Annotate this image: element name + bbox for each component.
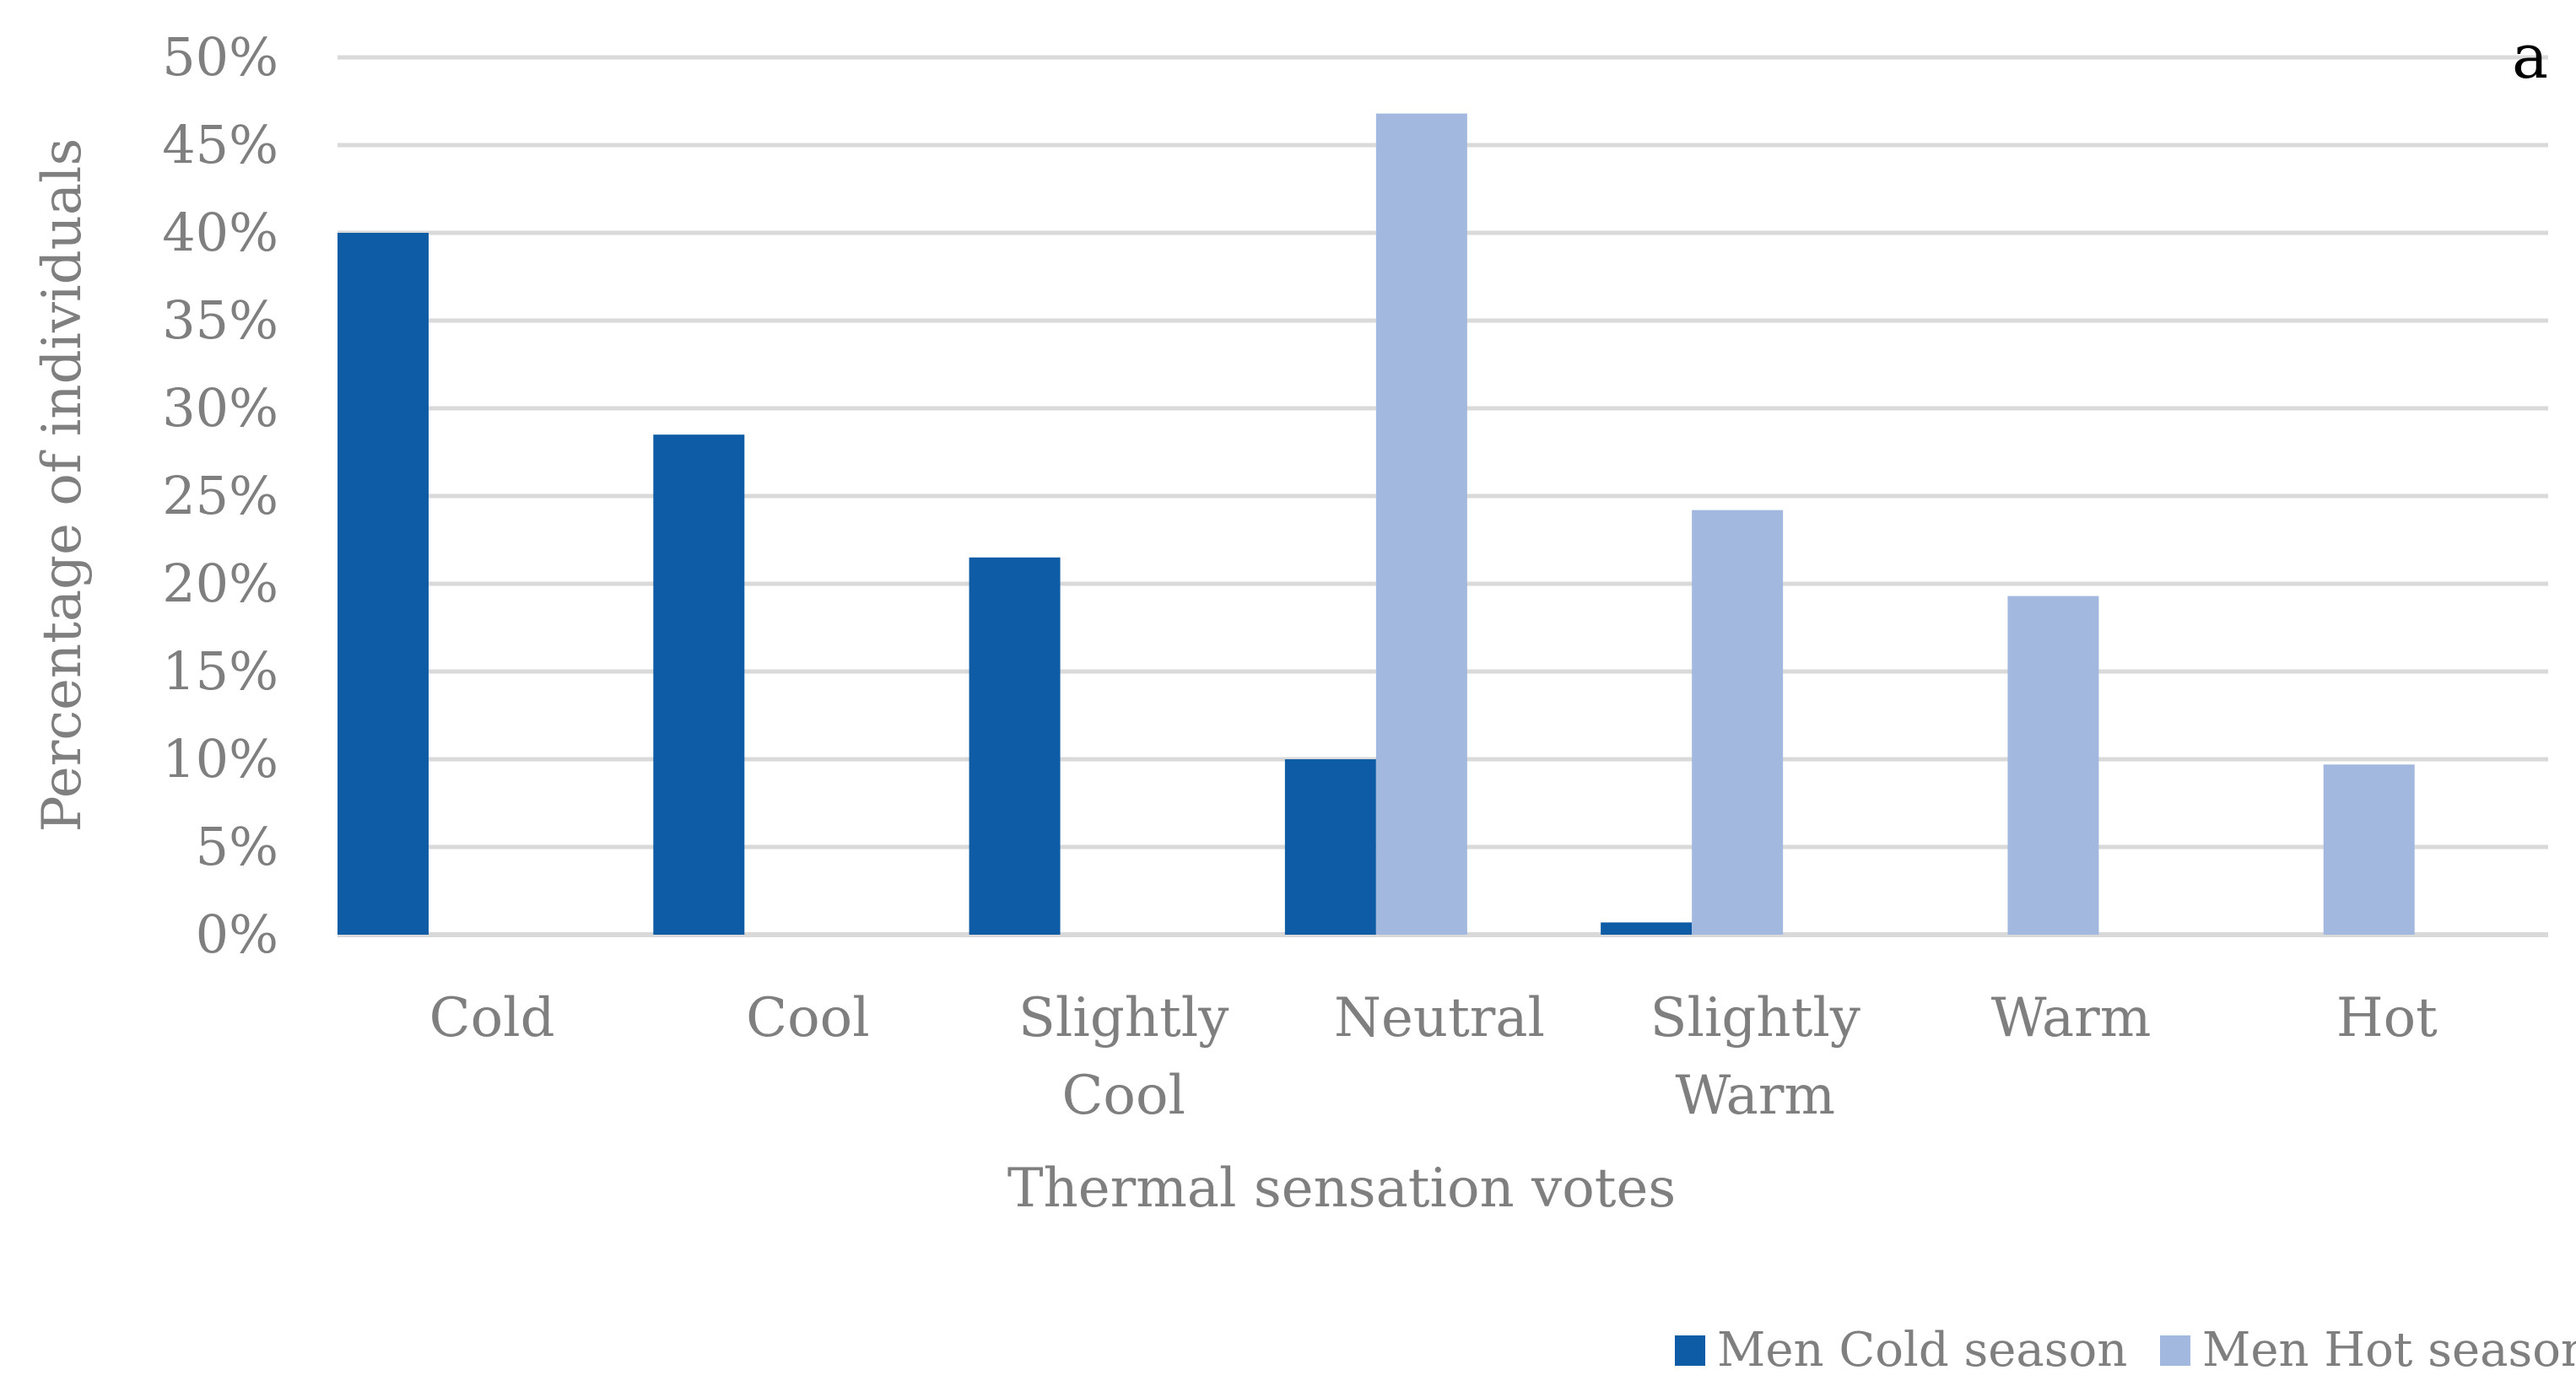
y-tick-20: 20% [162,553,278,614]
legend: Men Cold season Men Hot season [1675,1323,2576,1378]
bar-men-cold-season-cold [338,233,429,935]
x-axis-categories: Cold Cool Slightly Cool Neutral Slightly Warm W… [429,987,2438,1127]
bar-men-cold-season-slightly-warm [1601,922,1693,935]
x-tick-slightly-cool-line-1: Slightly [1018,987,1229,1049]
y-tick-10: 10% [162,728,278,790]
y-tick-50: 50% [162,26,278,88]
x-tick-slightly-warm-line-1: Slightly [1650,987,1860,1049]
y-tick-0: 0% [196,903,278,965]
y-tick-25: 25% [162,465,278,526]
y-tick-15: 15% [162,640,278,702]
x-tick-hot: Hot [2336,987,2438,1049]
x-tick-cool: Cool [746,987,870,1049]
y-tick-30: 30% [162,377,278,439]
x-tick-cold: Cold [429,987,555,1049]
bar-men-cold-season-slightly-cool [969,557,1061,935]
bar-men-cold-season-cool [653,434,745,935]
bar-men-cold-season-neutral [1284,759,1376,935]
x-tick-slightly-cool-line-2: Cool [1061,1065,1185,1127]
bar-men-hot-season-neutral [1375,113,1467,935]
y-tick-40: 40% [162,202,278,263]
x-tick-slightly-warm-line-2: Warm [1675,1065,1835,1127]
x-tick-warm: Warm [1991,987,2152,1049]
legend-swatch-men-hot-season [2160,1335,2190,1366]
panel-label: a [2512,21,2548,92]
y-axis-ticks: 0% 5% 10% 15% 20% 25% 30% 35% 40% 45% 50% [162,26,278,965]
y-axis-title: Percentage of individuals [31,138,94,833]
legend-label-men-hot-season: Men Hot season [2202,1323,2576,1378]
bar-men-hot-season-slightly-warm [1692,510,1784,935]
bars [338,113,2415,935]
y-tick-45: 45% [162,114,278,175]
bar-men-hot-season-hot [2323,764,2415,935]
x-tick-neutral: Neutral [1334,987,1545,1049]
legend-label-men-cold-season: Men Cold season [1717,1323,2127,1378]
bar-men-hot-season-warm [2007,596,2099,935]
y-tick-5: 5% [196,816,278,877]
x-axis-title: Thermal sensation votes [1007,1157,1676,1220]
y-tick-35: 35% [162,289,278,351]
legend-swatch-men-cold-season [1675,1335,1705,1366]
